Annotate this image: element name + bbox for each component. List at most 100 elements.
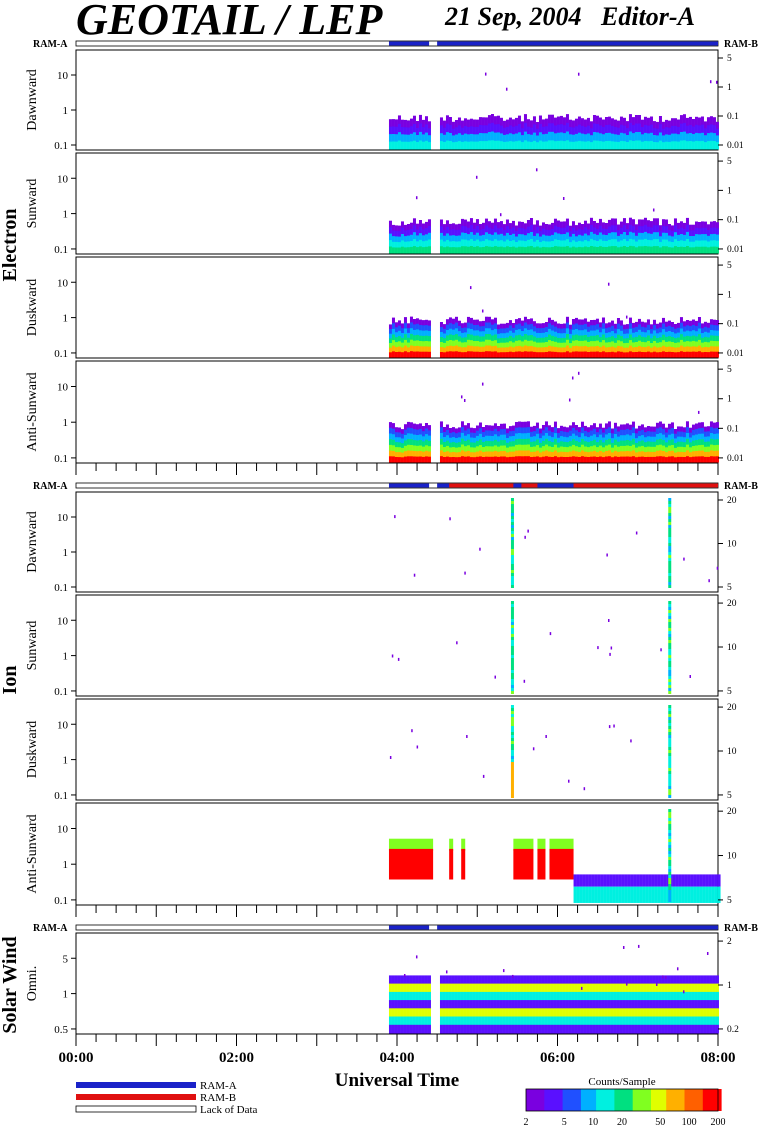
- left-tick-label: 0.1: [54, 140, 68, 152]
- colorbar-title: Counts/Sample: [588, 1076, 655, 1088]
- panel-duskward: 10 1 0.1 5 1 0.1 0.01 Duskward: [25, 256, 744, 360]
- colorbar-tick-label: 200: [711, 1117, 726, 1128]
- left-tick-label: 10: [57, 615, 69, 627]
- colorbar-cell: [654, 1089, 658, 1111]
- panel-anti-sunward: 10 1 0.1 5 1 0.1 0.01 Anti-Sunward: [25, 360, 744, 465]
- colorbar-cell: [596, 1089, 600, 1111]
- ram-bar-gap: [429, 925, 438, 930]
- colorbar-cell: [705, 1089, 710, 1111]
- legend-label-nodata: Lack of Data: [200, 1104, 258, 1116]
- ram-right-label: RAM-B: [724, 481, 758, 492]
- panel-spectrogram: [388, 282, 719, 358]
- colorbar-cell: [657, 1089, 661, 1111]
- right-tick-label: 5: [727, 791, 732, 801]
- left-tick-label: 1: [63, 209, 69, 221]
- panel-dawnward: 10 1 0.1 20 10 5 Dawnward: [25, 491, 737, 594]
- left-tick-label: 1: [63, 547, 69, 559]
- colorbar-cell: [611, 1089, 615, 1111]
- left-tick-label: 1: [63, 989, 69, 1001]
- ram-bar-gap: [429, 483, 438, 488]
- colorbar-cell: [672, 1089, 676, 1111]
- colorbar-cell: [702, 1089, 707, 1111]
- colorbar-cell: [574, 1089, 579, 1111]
- ram-bar-ram-a: [388, 483, 718, 488]
- right-tick-label: 1: [727, 395, 732, 405]
- right-tick-label: 5: [727, 896, 732, 906]
- left-tick-label: 10: [57, 382, 69, 394]
- right-tick-label: 20: [727, 599, 737, 609]
- right-tick-label: 0.01: [727, 349, 744, 359]
- ram-right-label: RAM-B: [724, 923, 758, 934]
- right-tick-label: 0.01: [727, 141, 744, 151]
- colorbar-cell: [663, 1089, 667, 1111]
- panel-label: Omni.: [25, 966, 40, 1001]
- panel-label: Dawnward: [25, 69, 40, 130]
- colorbar-tick-label: 2: [524, 1117, 529, 1128]
- colorbar-cell: [651, 1089, 655, 1111]
- plot-title: GEOTAIL / LEP: [76, 0, 383, 44]
- colorbar-cell: [666, 1089, 670, 1111]
- left-tick-label: 10: [57, 719, 69, 731]
- left-tick-label: 10: [57, 824, 69, 836]
- panel-frame: [75, 491, 719, 593]
- x-tick-label: 08:00: [701, 1050, 736, 1066]
- right-tick-label: 10: [727, 540, 737, 550]
- right-tick-label: 10: [727, 643, 737, 653]
- panel-label: Duskward: [25, 721, 40, 779]
- colorbar-cell: [617, 1089, 621, 1111]
- colorbar-cell: [623, 1089, 628, 1111]
- right-tick-label: 20: [727, 496, 737, 506]
- panel-omni-: 5 1 0.5 2 1 0.2 Omni.: [25, 932, 739, 1036]
- left-tick-label: 10: [57, 512, 69, 524]
- ram-left-label: RAM-A: [33, 39, 68, 50]
- right-tick-label: 1: [727, 83, 732, 93]
- legend-swatch-ram_a: [76, 1082, 196, 1088]
- panel-spectrogram: [389, 705, 672, 798]
- colorbar-cell: [544, 1089, 548, 1111]
- colorbar-cell: [538, 1089, 542, 1111]
- left-tick-label: 0.1: [54, 686, 68, 698]
- colorbar-cell: [550, 1089, 554, 1111]
- colorbar-cell: [632, 1089, 637, 1111]
- panel-sunward: 10 1 0.1 20 10 5 Sunward: [25, 594, 737, 698]
- colorbar-cell: [577, 1089, 582, 1111]
- left-tick-label: 1: [63, 313, 69, 325]
- legend-swatch-nodata: [75, 1105, 197, 1113]
- ram-left-label: RAM-A: [33, 481, 68, 492]
- right-tick-label: 5: [727, 687, 732, 697]
- ram-bar-ram-a: [388, 41, 718, 46]
- colorbar-cell: [681, 1089, 685, 1111]
- right-tick-label: 5: [727, 54, 732, 64]
- panel-spectrogram: [388, 72, 719, 150]
- colorbar-cell: [580, 1089, 585, 1111]
- left-tick-label: 5: [63, 953, 69, 965]
- time-axis-0: [75, 463, 719, 475]
- left-tick-label: 10: [57, 173, 69, 185]
- colorbar-cell: [708, 1089, 713, 1111]
- colorbar-cell: [583, 1089, 588, 1111]
- colorbar-cell: [565, 1089, 570, 1111]
- colorbar-cell: [629, 1089, 634, 1111]
- panel-label: Sunward: [25, 621, 40, 671]
- panel-label: Dawnward: [25, 511, 40, 572]
- group-label: Ion: [0, 666, 21, 695]
- colorbar-cell: [529, 1089, 533, 1111]
- group-label: Electron: [0, 209, 21, 282]
- panel-sunward: 10 1 0.1 5 1 0.1 0.01 Sunward: [25, 152, 744, 256]
- right-tick-label: 5: [727, 261, 732, 271]
- left-tick-label: 0.1: [54, 348, 68, 360]
- panel-label: Anti-Sunward: [25, 372, 40, 451]
- colorbar-cell: [635, 1089, 640, 1111]
- colorbar-cell: [675, 1089, 679, 1111]
- ram-left-label: RAM-A: [33, 923, 68, 934]
- colorbar-cell: [699, 1089, 704, 1111]
- panel-dawnward: 10 1 0.1 5 1 0.1 0.01 Dawnward: [25, 49, 744, 152]
- right-tick-label: 10: [727, 852, 737, 862]
- right-tick-label: 0.1: [727, 424, 739, 434]
- ram-bar-ram-b: [449, 483, 514, 488]
- left-tick-label: 0.1: [54, 790, 68, 802]
- panel-frame: [75, 594, 719, 697]
- right-tick-label: 0.2: [727, 1025, 739, 1035]
- right-tick-label: 2: [727, 937, 732, 947]
